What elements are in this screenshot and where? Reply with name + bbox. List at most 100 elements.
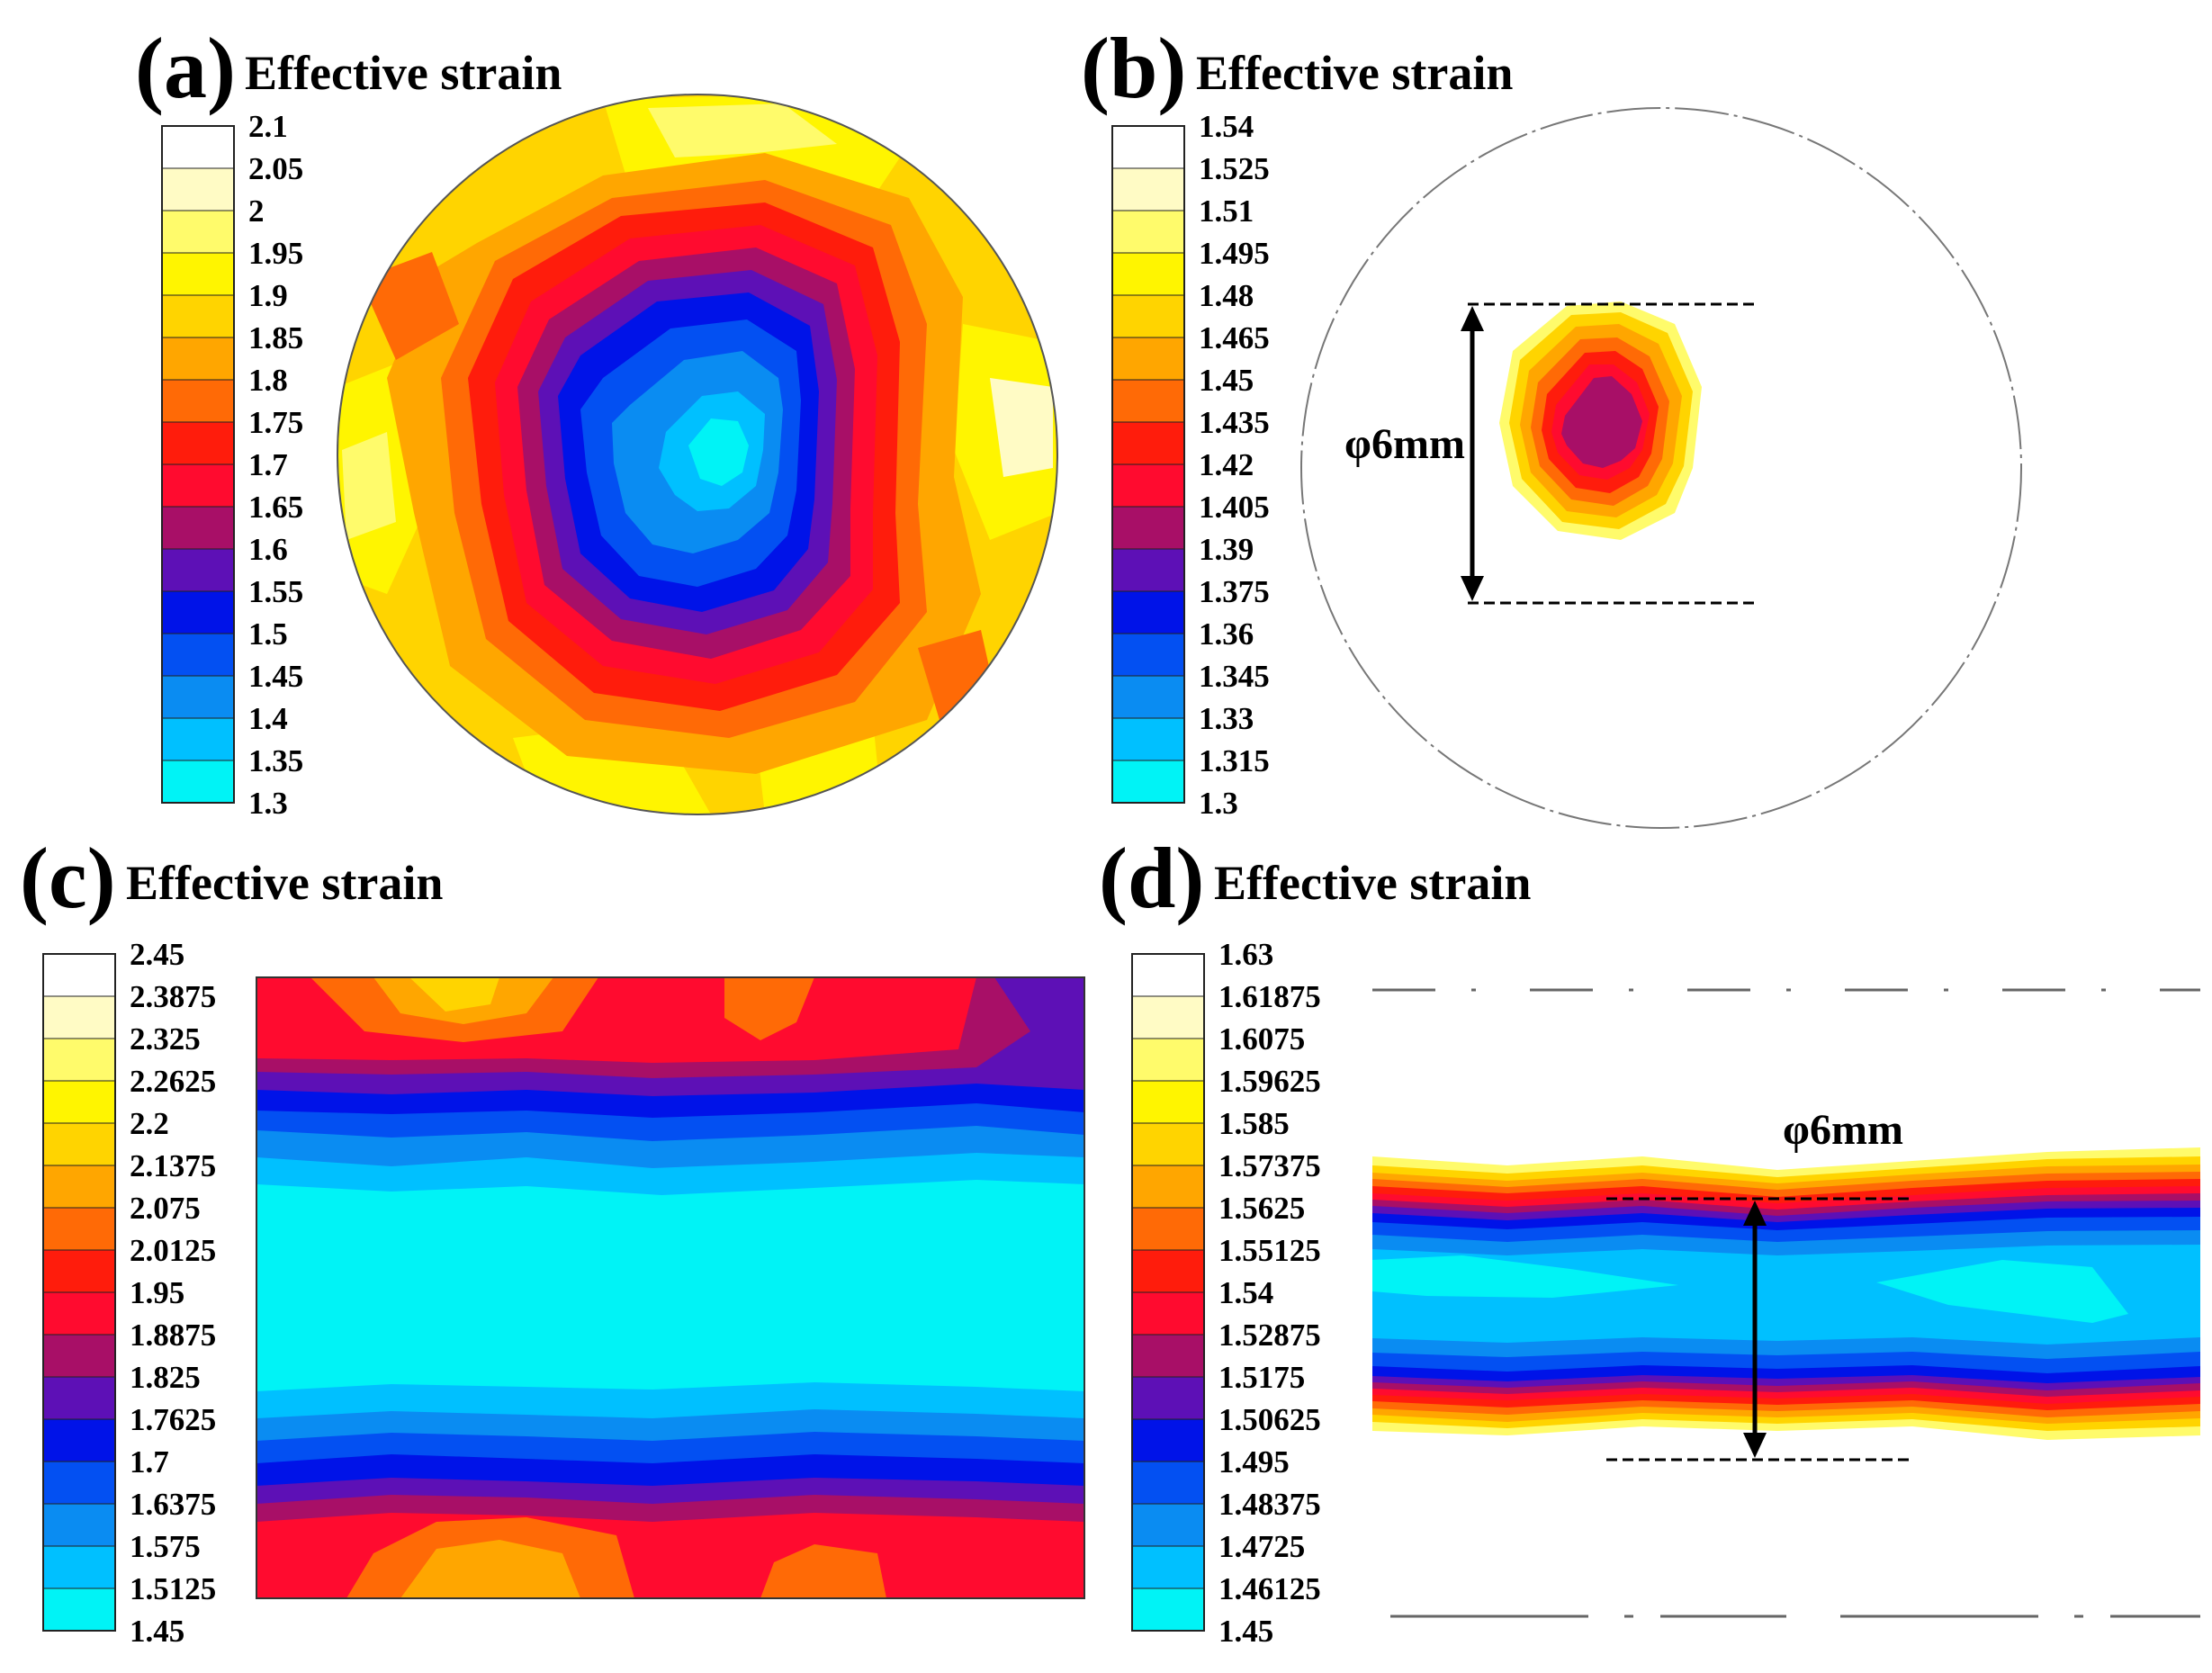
colorbar-swatch xyxy=(1131,1418,1205,1462)
colorbar-swatch xyxy=(161,675,235,719)
colorbar-swatch xyxy=(42,1503,116,1547)
contour-band xyxy=(760,1544,886,1598)
colorbar-tick-label: 1.33 xyxy=(1199,701,1254,736)
colorbar-tick-label: 2.3875 xyxy=(130,979,217,1014)
colorbar-swatch xyxy=(1131,1588,1205,1632)
colorbar-tick-label: 1.7 xyxy=(130,1444,169,1480)
panel-b-strain-map xyxy=(1300,107,2022,829)
colorbar-frame xyxy=(1131,953,1205,1632)
colorbar-tick-label: 2.45 xyxy=(130,937,185,972)
colorbar-swatch xyxy=(1131,1376,1205,1420)
panel-c-colorbar-swatches xyxy=(42,953,116,1632)
colorbar-swatch xyxy=(1111,717,1185,761)
colorbar-tick-label: 1.8875 xyxy=(130,1318,217,1353)
colorbar-tick-label: 1.465 xyxy=(1199,320,1270,355)
colorbar-tick-label: 1.85 xyxy=(248,320,304,355)
colorbar-swatch xyxy=(1111,337,1185,381)
colorbar-tick-label: 2.2 xyxy=(130,1106,169,1141)
colorbar-tick-label: 1.4 xyxy=(248,701,288,736)
colorbar-tick-label: 1.5625 xyxy=(1218,1191,1306,1226)
colorbar-swatch xyxy=(1131,1461,1205,1505)
arrowhead-up xyxy=(1461,306,1484,331)
panel-a-letter: (a) xyxy=(135,20,236,116)
colorbar-swatch xyxy=(1111,421,1185,465)
colorbar-swatch xyxy=(1111,252,1185,296)
colorbar-swatch xyxy=(1131,1207,1205,1251)
contour-band xyxy=(1561,376,1642,468)
colorbar-swatch xyxy=(1111,760,1185,804)
colorbar-tick-label: 1.52875 xyxy=(1218,1318,1321,1353)
panel-b-letter: (b) xyxy=(1081,20,1187,116)
panel-c-colorbar: 2.45 2.3875 2.325 2.2625 2.2 2.1375 2.075 2.012… xyxy=(42,939,259,1647)
colorbar-swatch xyxy=(42,1588,116,1632)
colorbar-swatch xyxy=(1131,995,1205,1039)
contour-band xyxy=(400,1540,580,1598)
colorbar-tick-label: 1.405 xyxy=(1199,490,1270,525)
colorbar-swatch xyxy=(1111,463,1185,508)
colorbar-tick-label: 1.46125 xyxy=(1218,1571,1321,1606)
colorbar-swatch xyxy=(42,1122,116,1166)
colorbar-tick-label: 1.45 xyxy=(1199,363,1254,398)
colorbar-swatch xyxy=(161,421,235,465)
panel-a-title: Effective strain xyxy=(245,46,562,100)
colorbar-tick-label: 1.7 xyxy=(248,447,288,482)
colorbar-tick-label: 2.2625 xyxy=(130,1064,217,1099)
panel-a-strain-map xyxy=(337,94,1058,815)
panel-b-title: Effective strain xyxy=(1196,46,1514,100)
panel-d-title: Effective strain xyxy=(1214,856,1532,910)
contour-band xyxy=(1876,1260,2128,1323)
colorbar-tick-label: 1.6 xyxy=(248,532,288,567)
colorbar-tick-label: 1.65 xyxy=(248,490,304,525)
panel-b-colorbar: 1.54 1.525 1.51 1.495 1.48 1.465 1.45 1.435 1.42… xyxy=(1111,111,1310,819)
contour-band xyxy=(342,432,396,540)
colorbar-swatch xyxy=(1131,1122,1205,1166)
colorbar-swatch xyxy=(1111,548,1185,592)
colorbar-tick-label: 1.75 xyxy=(248,405,304,440)
contour-band xyxy=(360,252,459,360)
colorbar-tick-label: 2.1 xyxy=(248,109,288,144)
colorbar-frame xyxy=(1111,125,1185,804)
colorbar-swatch xyxy=(161,210,235,254)
colorbar-tick-label: 1.36 xyxy=(1199,616,1254,652)
colorbar-swatch xyxy=(42,1334,116,1378)
colorbar-tick-label: 1.5175 xyxy=(1218,1360,1306,1395)
colorbar-tick-label: 1.35 xyxy=(248,743,304,778)
colorbar-tick-label: 1.51 xyxy=(1199,193,1254,229)
panel-d-strain-map xyxy=(1372,988,2200,1618)
colorbar-tick-label: 2.325 xyxy=(130,1021,201,1057)
specimen-outline xyxy=(337,94,1058,815)
colorbar-tick-label: 2 xyxy=(248,193,265,229)
panel-b-dimension-label: φ6mm xyxy=(1344,420,1465,468)
colorbar-swatch xyxy=(1111,675,1185,719)
colorbar-swatch xyxy=(42,1418,116,1462)
colorbar-swatch xyxy=(42,1080,116,1124)
colorbar-tick-label: 1.5125 xyxy=(130,1571,217,1606)
colorbar-tick-label: 1.6375 xyxy=(130,1487,217,1522)
colorbar-tick-label: 1.575 xyxy=(130,1529,201,1564)
colorbar-swatch xyxy=(161,760,235,804)
colorbar-tick-label: 1.495 xyxy=(1218,1444,1290,1480)
colorbar-tick-label: 1.61875 xyxy=(1218,979,1321,1014)
colorbar-tick-label: 1.585 xyxy=(1218,1106,1290,1141)
colorbar-tick-label: 1.55125 xyxy=(1218,1233,1321,1268)
arrowhead-down xyxy=(1461,576,1484,601)
colorbar-tick-label: 1.3 xyxy=(1199,786,1238,821)
colorbar-swatch xyxy=(161,379,235,423)
colorbar-tick-label: 1.57375 xyxy=(1218,1148,1321,1183)
colorbar-swatch xyxy=(42,953,116,997)
colorbar-frame xyxy=(161,125,235,804)
colorbar-tick-label: 1.825 xyxy=(130,1360,201,1395)
colorbar-tick-label: 1.50625 xyxy=(1218,1402,1321,1437)
colorbar-tick-label: 1.4725 xyxy=(1218,1529,1306,1564)
colorbar-swatch xyxy=(1131,953,1205,997)
specimen-outline xyxy=(1300,107,2022,829)
colorbar-tick-label: 1.495 xyxy=(1199,236,1270,271)
colorbar-tick-label: 1.375 xyxy=(1199,574,1270,609)
colorbar-tick-label: 1.45 xyxy=(1218,1614,1274,1649)
colorbar-swatch xyxy=(1111,294,1185,338)
colorbar-swatch xyxy=(1111,506,1185,550)
panel-a-colorbar-swatches xyxy=(161,125,235,804)
colorbar-tick-label: 1.95 xyxy=(248,236,304,271)
colorbar-frame xyxy=(42,953,116,1632)
colorbar-tick-label: 1.59625 xyxy=(1218,1064,1321,1099)
